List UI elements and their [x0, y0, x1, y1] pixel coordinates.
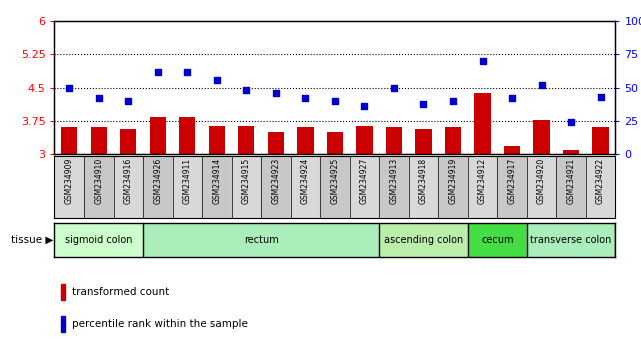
Point [360, 103, 370, 109]
Bar [320, 156, 350, 218]
Bar [556, 156, 586, 218]
Bar [438, 156, 468, 218]
Bar [54, 156, 84, 218]
Bar [172, 156, 202, 218]
Bar [563, 149, 579, 154]
Bar [61, 127, 78, 154]
Bar [386, 127, 402, 154]
Bar [90, 127, 107, 154]
Point [241, 87, 251, 93]
Bar [54, 223, 143, 257]
Bar [113, 156, 143, 218]
Point [419, 101, 429, 107]
Bar [143, 156, 172, 218]
Text: tissue ▶: tissue ▶ [11, 235, 53, 245]
Bar [445, 127, 461, 154]
Point [448, 98, 458, 104]
Point [182, 69, 192, 75]
Text: GSM234921: GSM234921 [567, 158, 576, 204]
Text: GSM234919: GSM234919 [449, 158, 458, 204]
Text: percentile rank within the sample: percentile rank within the sample [72, 319, 248, 329]
Bar [586, 156, 615, 218]
Text: GSM234927: GSM234927 [360, 158, 369, 204]
Text: sigmoid colon: sigmoid colon [65, 235, 133, 245]
Text: GSM234920: GSM234920 [537, 158, 546, 204]
Text: GSM234911: GSM234911 [183, 158, 192, 204]
Text: GSM234925: GSM234925 [330, 158, 340, 204]
Text: GSM234914: GSM234914 [212, 158, 221, 204]
Bar [468, 223, 527, 257]
Bar [179, 117, 196, 154]
Text: GSM234923: GSM234923 [271, 158, 280, 204]
Text: ascending colon: ascending colon [384, 235, 463, 245]
Bar [356, 126, 372, 154]
Text: GSM234910: GSM234910 [94, 158, 103, 204]
Text: GSM234915: GSM234915 [242, 158, 251, 204]
Bar [290, 156, 320, 218]
Bar [231, 156, 261, 218]
Bar [209, 126, 225, 154]
Bar [350, 156, 379, 218]
Bar [533, 120, 550, 154]
Point [566, 119, 576, 125]
Bar [268, 132, 284, 154]
Text: GSM234913: GSM234913 [390, 158, 399, 204]
Bar [143, 223, 379, 257]
Bar [592, 127, 609, 154]
Point [478, 58, 488, 64]
Point [212, 77, 222, 82]
Bar [497, 156, 527, 218]
Bar [415, 129, 431, 154]
Text: transverse colon: transverse colon [530, 235, 612, 245]
Point [595, 94, 606, 100]
Text: GSM234918: GSM234918 [419, 158, 428, 204]
Point [271, 90, 281, 96]
Text: GSM234926: GSM234926 [153, 158, 162, 204]
Text: cecum: cecum [481, 235, 513, 245]
Point [64, 85, 74, 91]
Bar [527, 223, 615, 257]
Text: transformed count: transformed count [72, 287, 169, 297]
Point [537, 82, 547, 88]
Point [300, 96, 310, 101]
Text: GSM234912: GSM234912 [478, 158, 487, 204]
Text: GSM234924: GSM234924 [301, 158, 310, 204]
Bar [474, 93, 490, 154]
Point [330, 98, 340, 104]
Bar [261, 156, 290, 218]
Bar [504, 146, 520, 154]
Point [389, 85, 399, 91]
Text: GSM234922: GSM234922 [596, 158, 605, 204]
Text: rectum: rectum [244, 235, 278, 245]
Bar [527, 156, 556, 218]
Text: GSM234909: GSM234909 [65, 158, 74, 204]
Bar [379, 223, 468, 257]
Point [153, 69, 163, 75]
Bar [468, 156, 497, 218]
Bar [238, 126, 254, 154]
Point [123, 98, 133, 104]
Text: GSM234917: GSM234917 [508, 158, 517, 204]
Text: GSM234916: GSM234916 [124, 158, 133, 204]
Bar [150, 117, 166, 154]
Bar [327, 132, 343, 154]
Bar [84, 156, 113, 218]
Bar [202, 156, 231, 218]
Point [507, 96, 517, 101]
Bar [297, 127, 313, 154]
Point [94, 96, 104, 101]
Bar [120, 129, 137, 154]
Bar [409, 156, 438, 218]
Bar [379, 156, 409, 218]
